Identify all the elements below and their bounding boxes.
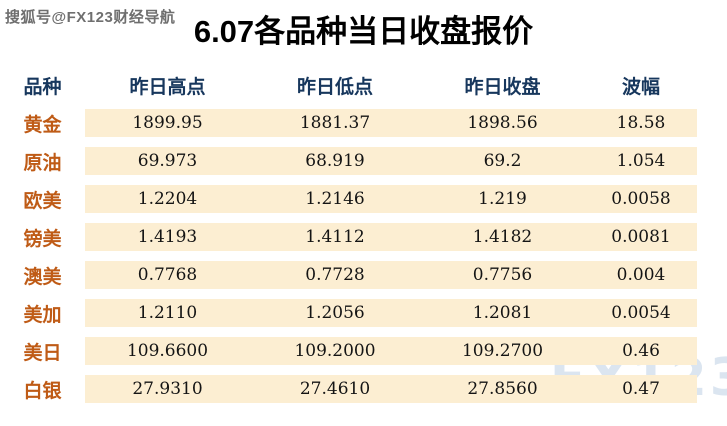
cell-low: 1881.37 (250, 109, 420, 137)
cell-range: 1.054 (585, 147, 697, 175)
cell-low: 1.4112 (250, 223, 420, 251)
cell-range: 0.0054 (585, 299, 697, 327)
cell-close: 1.2081 (420, 299, 585, 327)
col-header-variety: 品种 (23, 77, 62, 98)
cell-low: 0.7728 (250, 261, 420, 289)
cell-high: 1899.95 (85, 109, 250, 137)
cell-close: 1.219 (420, 185, 585, 213)
table-row-audusd: 澳美 0.7768 0.7728 0.7756 0.004 (0, 261, 697, 289)
cell-close: 69.2 (420, 147, 585, 175)
table-header-row: 品种 昨日高点 昨日低点 昨日收盘 波幅 (0, 72, 697, 99)
cell-low: 27.4610 (250, 375, 420, 403)
col-header-prev-low: 昨日低点 (296, 77, 373, 98)
row-label: 镑美 (23, 228, 62, 250)
table-row-gbpusd: 镑美 1.4193 1.4112 1.4182 0.0081 (0, 223, 697, 251)
cell-range: 0.0058 (585, 185, 697, 213)
cell-close: 109.2700 (420, 337, 585, 365)
cell-high: 1.2110 (85, 299, 250, 327)
table-row-eurusd: 欧美 1.2204 1.2146 1.219 0.0058 (0, 185, 697, 213)
row-label: 黄金 (23, 114, 62, 136)
cell-close: 1.4182 (420, 223, 585, 251)
cell-range: 0.004 (585, 261, 697, 289)
row-label: 美日 (23, 342, 62, 364)
col-header-prev-high: 昨日高点 (129, 77, 206, 98)
cell-high: 27.9310 (85, 375, 250, 403)
cell-close: 0.7756 (420, 261, 585, 289)
cell-low: 109.2000 (250, 337, 420, 365)
col-header-range: 波幅 (621, 77, 660, 98)
cell-high: 1.2204 (85, 185, 250, 213)
table-row-silver: 白银 27.9310 27.4610 27.8560 0.47 (0, 375, 697, 403)
table-row-usdjpy: 美日 109.6600 109.2000 109.2700 0.46 (0, 337, 697, 365)
sohu-account-watermark: 搜狐号@FX123财经导航 (5, 9, 176, 26)
cell-range: 0.46 (585, 337, 697, 365)
cell-high: 69.973 (85, 147, 250, 175)
cell-close: 27.8560 (420, 375, 585, 403)
table-row-gold: 黄金 1899.95 1881.37 1898.56 18.58 (0, 109, 697, 137)
cell-high: 1.4193 (85, 223, 250, 251)
page-title: 6.07各品种当日收盘报价 (193, 14, 534, 49)
row-label: 欧美 (23, 190, 62, 212)
cell-low: 68.919 (250, 147, 420, 175)
row-label: 白银 (23, 380, 62, 402)
cell-range: 0.47 (585, 375, 697, 403)
row-label: 澳美 (23, 266, 62, 288)
col-header-prev-close: 昨日收盘 (464, 77, 541, 98)
table-row-crude-oil: 原油 69.973 68.919 69.2 1.054 (0, 147, 697, 175)
cell-high: 109.6600 (85, 337, 250, 365)
row-label: 美加 (23, 304, 62, 326)
row-label: 原油 (23, 152, 62, 174)
cell-range: 0.0081 (585, 223, 697, 251)
cell-range: 18.58 (585, 109, 697, 137)
quotes-table: 品种 昨日高点 昨日低点 昨日收盘 波幅 黄金 1899.95 1881.37 … (0, 62, 697, 413)
table-row-usdcad: 美加 1.2110 1.2056 1.2081 0.0054 (0, 299, 697, 327)
cell-high: 0.7768 (85, 261, 250, 289)
cell-low: 1.2056 (250, 299, 420, 327)
cell-low: 1.2146 (250, 185, 420, 213)
cell-close: 1898.56 (420, 109, 585, 137)
